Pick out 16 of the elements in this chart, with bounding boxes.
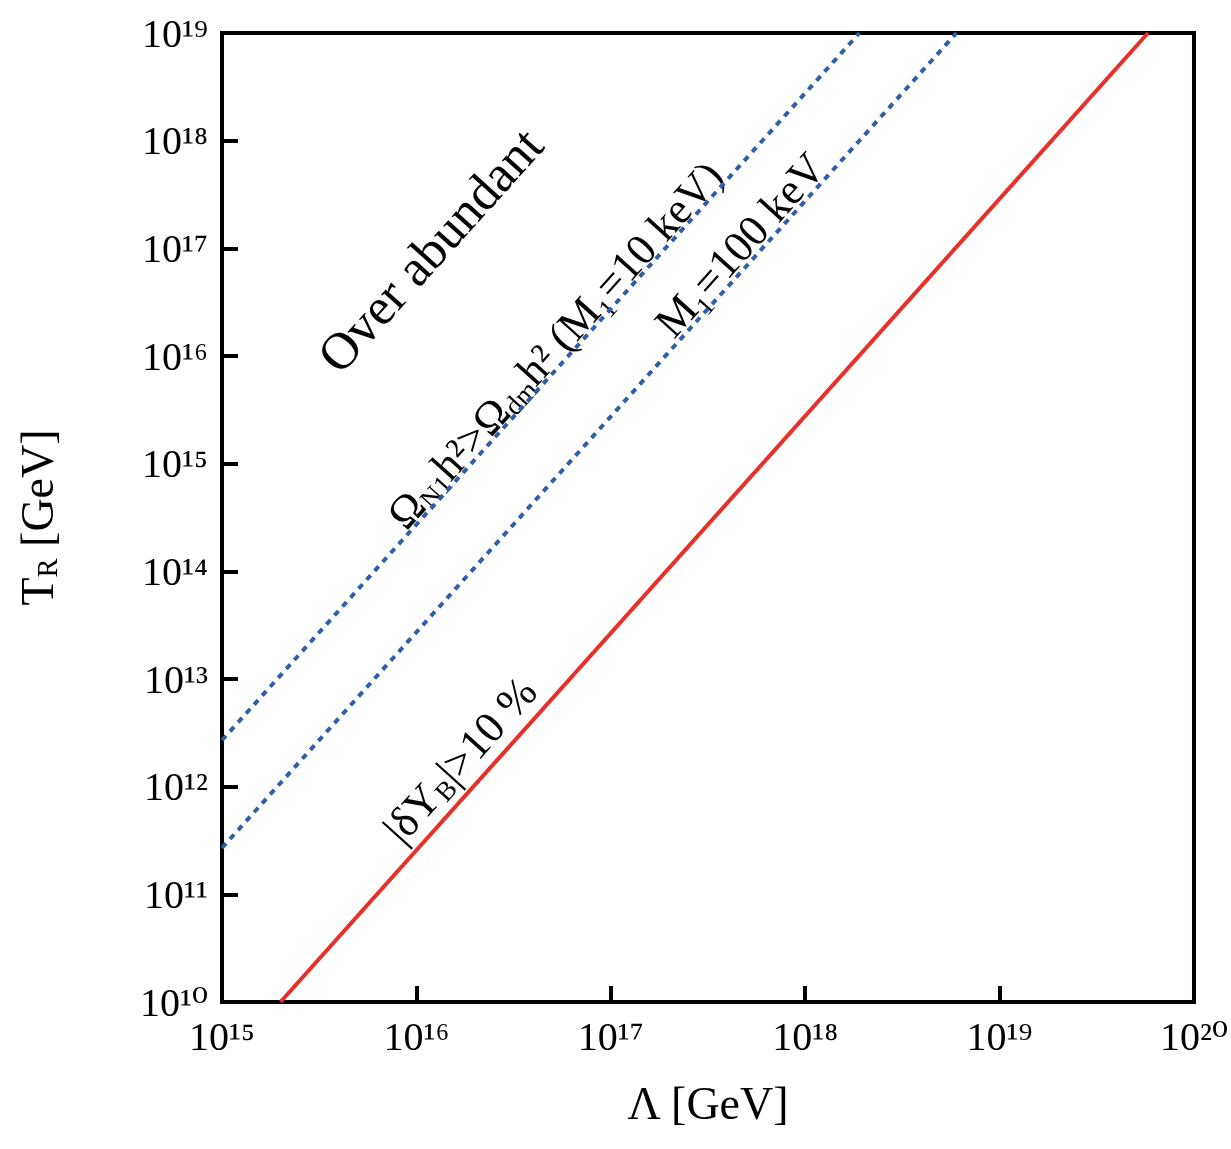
y-tick-label: 10¹⁸ bbox=[142, 118, 208, 164]
y-tick-label: 10¹¹ bbox=[144, 871, 208, 917]
x-tick-label: 10¹⁶ bbox=[383, 1013, 450, 1059]
y-tick-label: 10¹³ bbox=[144, 656, 209, 702]
y-tick-label: 10¹⁴ bbox=[142, 548, 208, 594]
x-tick-label: 10¹⁸ bbox=[772, 1013, 839, 1059]
y-tick-label: 10¹⁵ bbox=[142, 441, 208, 487]
y-tick-label: 10¹⁶ bbox=[142, 333, 208, 379]
y-tick-label: 10¹⁹ bbox=[142, 10, 208, 56]
x-axis-title: Λ [GeV] bbox=[627, 1077, 789, 1129]
x-tick-label: 10¹⁷ bbox=[577, 1013, 644, 1059]
y-tick-label: 10¹² bbox=[144, 764, 209, 810]
x-tick-label: 10²⁰ bbox=[1159, 1013, 1228, 1059]
x-tick-label: 10¹⁹ bbox=[966, 1013, 1033, 1059]
y-axis-title: TR [GeV] bbox=[11, 429, 63, 606]
y-tick-label: 10¹⁷ bbox=[142, 225, 208, 271]
